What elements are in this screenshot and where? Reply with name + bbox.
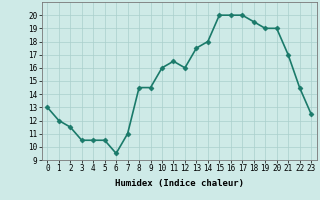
X-axis label: Humidex (Indice chaleur): Humidex (Indice chaleur): [115, 179, 244, 188]
